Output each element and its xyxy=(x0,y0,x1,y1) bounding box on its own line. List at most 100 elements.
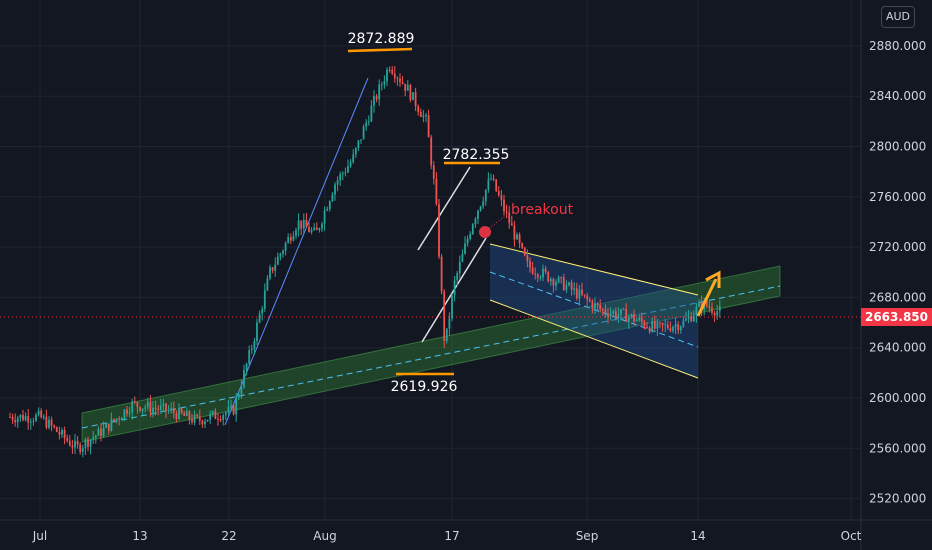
candle-body xyxy=(313,227,316,230)
candle-body xyxy=(89,439,92,447)
x-tick-label: Jul xyxy=(32,529,47,543)
candle-body xyxy=(29,421,32,423)
x-tick-label: 22 xyxy=(221,529,236,543)
candle-body xyxy=(417,106,420,113)
candle-body xyxy=(469,233,472,239)
candle-body xyxy=(716,311,719,316)
candle-body xyxy=(84,439,87,448)
candle-body xyxy=(529,261,531,268)
candle-body xyxy=(24,416,27,421)
candle-body xyxy=(547,271,550,282)
candle-body xyxy=(162,403,165,406)
candle-body xyxy=(310,229,313,233)
ascending-channel-midline xyxy=(81,285,781,429)
candle-body xyxy=(510,223,513,226)
candle-body xyxy=(201,420,204,425)
candle-body xyxy=(539,277,542,279)
candle-body xyxy=(570,282,573,290)
low-label: 2619.926 xyxy=(391,379,458,395)
candle-body xyxy=(68,440,71,446)
candle-body xyxy=(152,407,154,413)
candle-body xyxy=(614,311,617,318)
candle-body xyxy=(692,315,695,322)
candle-body xyxy=(638,317,641,320)
candle-body xyxy=(292,235,295,241)
candle-body xyxy=(399,78,401,83)
price-axis[interactable]: 2520.000 2560.000 2600.000 2640.000 2680.000… xyxy=(860,0,926,550)
candle-body xyxy=(92,437,95,440)
candle-body xyxy=(360,139,362,141)
candle-body xyxy=(583,294,586,296)
y-tick-label: 2640.000 xyxy=(869,341,926,355)
candle-body xyxy=(253,340,256,349)
candle-body xyxy=(217,418,219,420)
candle-body xyxy=(321,223,323,229)
candle-body xyxy=(451,295,453,319)
candle-body xyxy=(373,96,375,106)
candle-body xyxy=(55,427,58,432)
candle-body xyxy=(375,96,378,100)
projection-arrow xyxy=(696,270,721,317)
candle-body xyxy=(687,316,690,319)
y-tick-label: 2600.000 xyxy=(869,391,926,405)
candle-body xyxy=(698,302,700,307)
candle-body xyxy=(183,413,186,416)
candle-body xyxy=(575,288,578,299)
candle-body xyxy=(490,178,492,180)
candlesticks xyxy=(9,65,721,458)
candle-body xyxy=(505,211,508,213)
time-axis[interactable]: Jul 13 22 Aug 17 Sep 14 Oct xyxy=(0,519,932,543)
candle-body xyxy=(37,410,40,415)
candle-body xyxy=(362,126,365,140)
candle-body xyxy=(27,416,30,423)
candle-body xyxy=(370,105,373,122)
candle-body xyxy=(63,429,66,438)
candle-body xyxy=(32,420,35,422)
high-marker-line xyxy=(347,47,413,53)
candle-body xyxy=(240,386,243,395)
candle-body xyxy=(276,256,279,265)
candle-body xyxy=(404,83,407,91)
candle-body xyxy=(79,444,82,452)
candle-body xyxy=(352,154,355,163)
candle-body xyxy=(102,427,105,437)
candle-body xyxy=(492,178,495,180)
candle-body xyxy=(674,324,677,327)
candle-body xyxy=(180,408,183,414)
candle-body xyxy=(604,309,607,314)
candle-body xyxy=(300,220,303,229)
candle-body xyxy=(518,234,521,244)
y-tick-label: 2680.000 xyxy=(869,290,926,304)
candle-body xyxy=(713,312,716,316)
candle-body xyxy=(261,308,264,314)
candle-body xyxy=(523,247,526,256)
candle-body xyxy=(76,440,79,445)
candle-body xyxy=(279,253,282,257)
grid xyxy=(0,0,860,520)
candle-body xyxy=(440,256,443,292)
candle-body xyxy=(204,421,206,425)
candle-body xyxy=(633,314,635,322)
candle-body xyxy=(115,418,118,421)
candle-body xyxy=(495,179,498,192)
candle-body xyxy=(406,85,409,91)
candle-body xyxy=(344,172,347,174)
candle-body xyxy=(640,317,643,322)
candle-body xyxy=(9,416,11,418)
candle-body xyxy=(666,324,669,329)
candle-body xyxy=(682,320,685,327)
candle-body xyxy=(401,82,404,84)
candle-body xyxy=(648,327,651,332)
candle-body xyxy=(484,189,487,202)
candle-body xyxy=(133,401,136,403)
high-label: 2872.889 xyxy=(348,31,415,47)
candle-body xyxy=(258,313,261,323)
candle-body xyxy=(154,407,157,409)
candle-body xyxy=(354,148,357,155)
candle-body xyxy=(471,224,474,234)
candle-body xyxy=(557,277,560,283)
currency-badge[interactable]: AUD xyxy=(881,6,915,28)
candle-body xyxy=(653,321,656,329)
candle-body xyxy=(531,267,534,274)
